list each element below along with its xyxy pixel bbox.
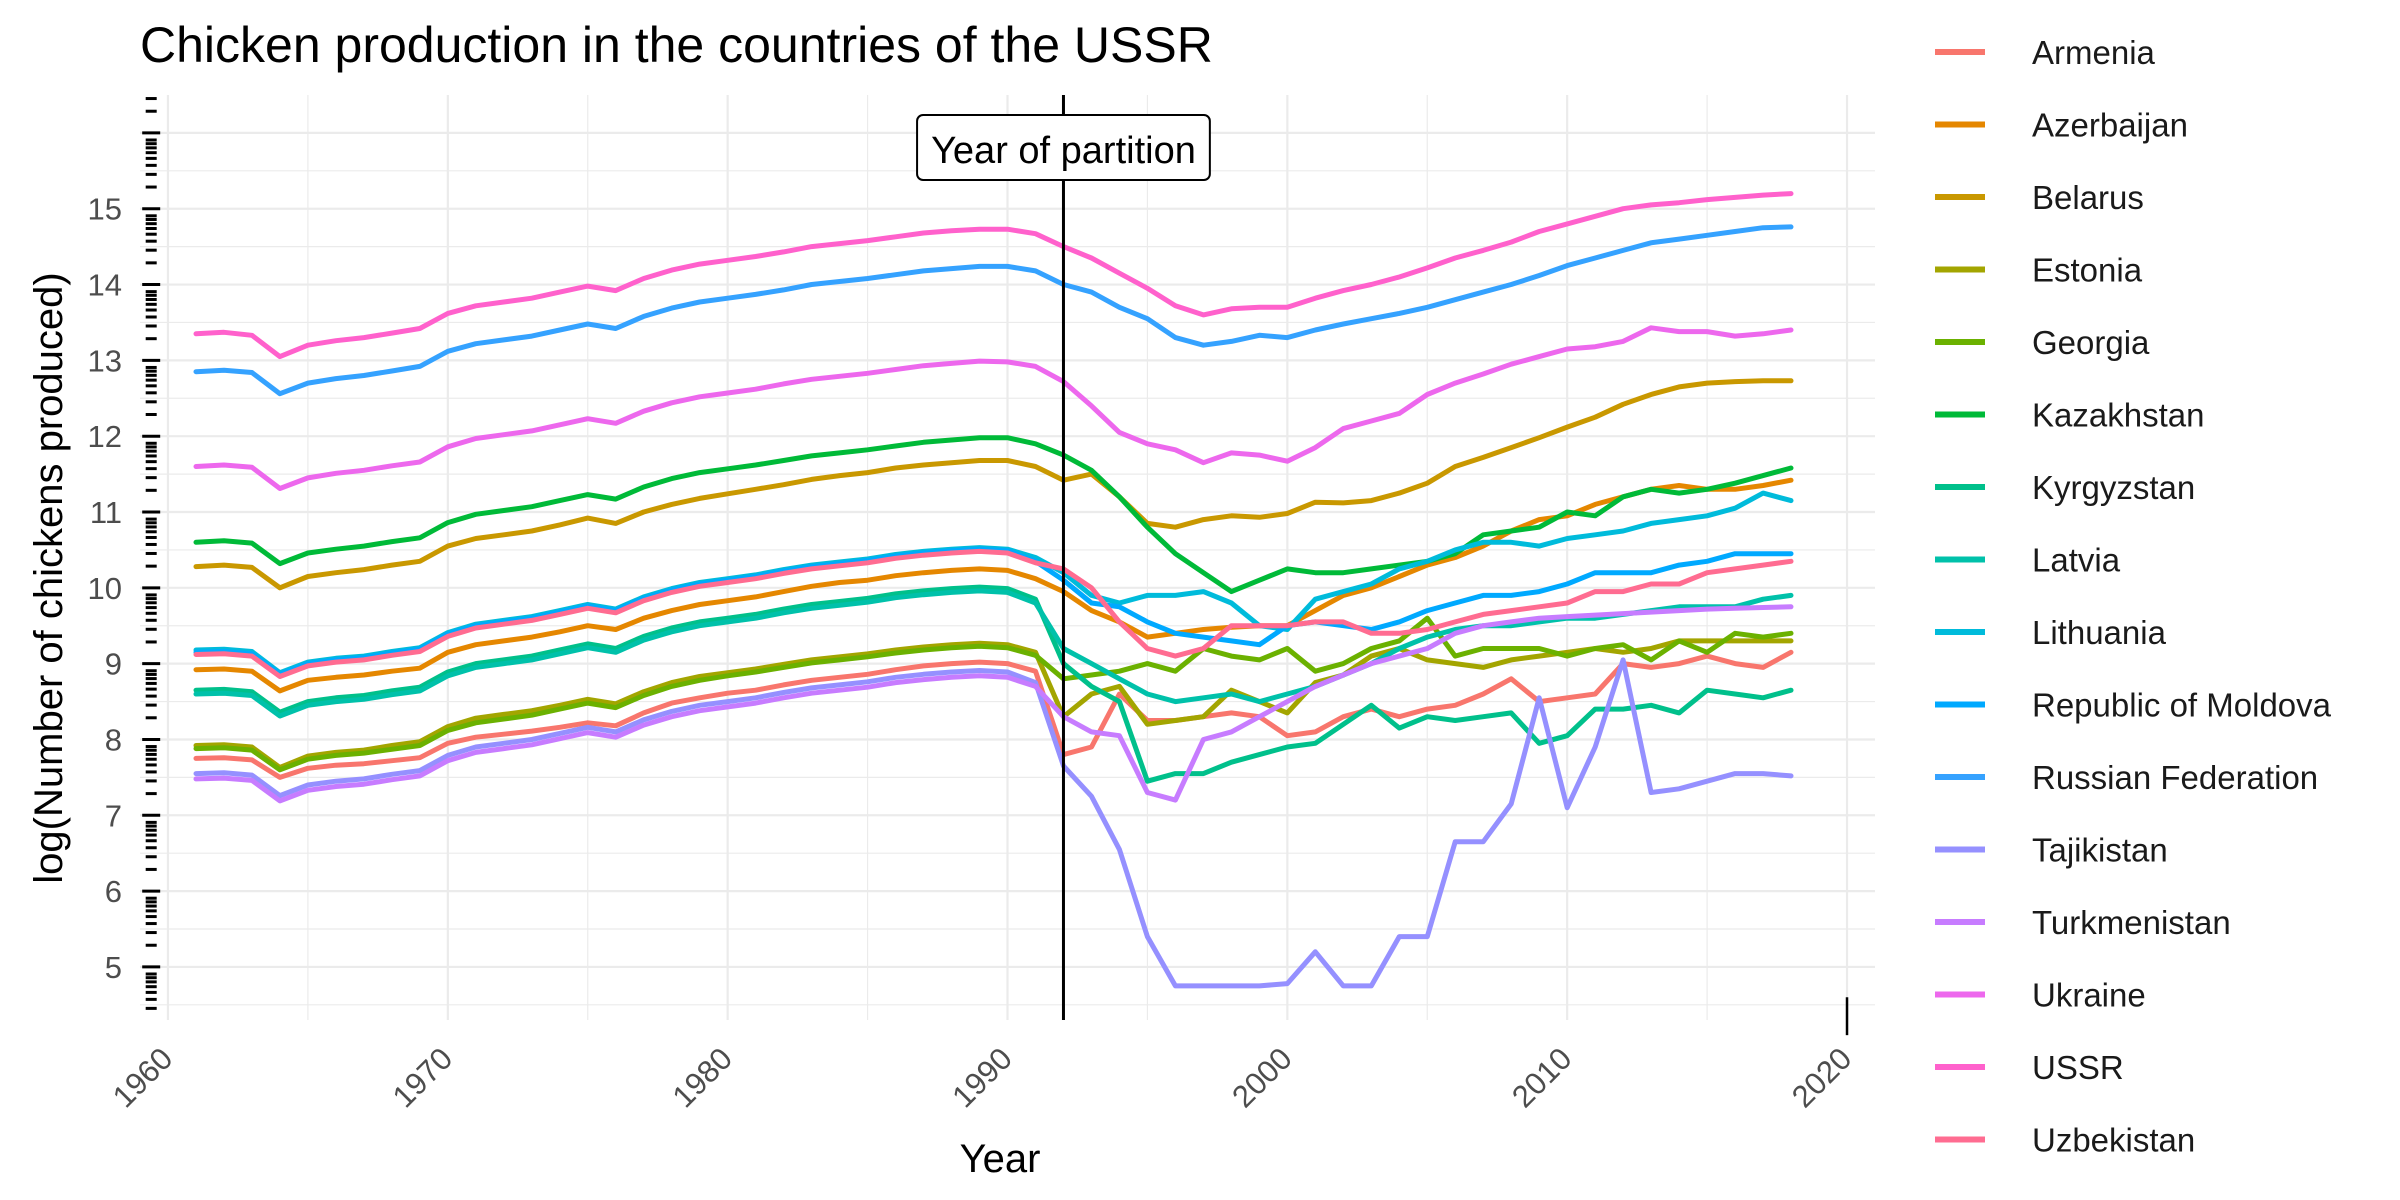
partition-label: Year of partition [931, 130, 1196, 172]
legend-label: Estonia [2032, 252, 2143, 289]
legend-item: Belarus [1935, 179, 2144, 216]
series-lines [193, 191, 1794, 989]
x-tick-label: 1970 [386, 1041, 460, 1115]
y-axis-rug [142, 97, 1849, 1036]
x-tick-label: 1990 [945, 1041, 1019, 1115]
chart-title: Chicken production in the countries of t… [140, 17, 1213, 73]
partition-annotation: Year of partition [916, 95, 1211, 1020]
axis-ticks: 1960 1970 1980 1990 2000 2010 2020 5 6 7 8 9 10 11 12 1… [88, 192, 1859, 1115]
legend-item: Tajikistan [1935, 832, 2168, 869]
legend-label: Azerbaijan [2032, 107, 2188, 144]
legend-label: Turkmenistan [2032, 904, 2231, 941]
y-tick-label: 9 [105, 647, 122, 682]
grid [140, 95, 1875, 1020]
legend-item: Turkmenistan [1935, 904, 2231, 941]
series-line [193, 638, 1794, 770]
series-line [193, 657, 1794, 989]
series-line [193, 649, 1794, 780]
legend-label: Republic of Moldova [2032, 687, 2332, 724]
y-tick-label: 15 [88, 192, 122, 227]
legend-item: USSR [1935, 1049, 2124, 1086]
series-line [193, 378, 1794, 591]
legend-item: Ukraine [1935, 977, 2146, 1014]
x-tick-label: 1960 [106, 1041, 180, 1115]
x-tick-label: 1980 [666, 1041, 740, 1115]
y-tick-label: 14 [88, 268, 122, 303]
y-tick-label: 5 [105, 950, 122, 985]
legend-item: Kyrgyzstan [1935, 469, 2195, 506]
legend-label: Ukraine [2032, 977, 2146, 1014]
legend-item: Estonia [1935, 252, 2143, 289]
y-tick-label: 8 [105, 722, 122, 757]
series-line [193, 191, 1794, 360]
x-axis-title: Year [960, 1137, 1041, 1181]
legend-label: Armenia [2032, 34, 2156, 71]
partition-label-box [916, 114, 1211, 181]
legend-label: USSR [2032, 1049, 2124, 1086]
legend-label: Tajikistan [2032, 832, 2168, 869]
series-line [193, 224, 1794, 397]
y-tick-label: 6 [105, 874, 122, 909]
series-line [193, 615, 1794, 773]
legend: Armenia Azerbaijan Belarus Estonia Georgia Ka… [1935, 34, 2332, 1159]
series-line [193, 548, 1794, 679]
legend-item: Armenia [1935, 34, 2156, 71]
legend-item: Georgia [1935, 324, 2150, 361]
x-tick-label: 2010 [1505, 1041, 1579, 1115]
x-tick-label: 2000 [1225, 1041, 1299, 1115]
x-tick-label: 2020 [1785, 1041, 1859, 1115]
legend-label: Kazakhstan [2032, 397, 2204, 434]
y-tick-label: 10 [88, 571, 122, 606]
series-line [193, 604, 1794, 804]
series-line [193, 325, 1794, 491]
series-line [193, 584, 1794, 784]
legend-label: Latvia [2032, 542, 2121, 579]
y-tick-label: 11 [90, 495, 122, 530]
legend-item: Russian Federation [1935, 759, 2318, 796]
y-tick-label: 12 [88, 419, 122, 454]
legend-item: Latvia [1935, 542, 2121, 579]
legend-item: Uzbekistan [1935, 1122, 2195, 1159]
legend-item: Lithuania [1935, 614, 2167, 651]
legend-item: Republic of Moldova [1935, 687, 2332, 724]
legend-label: Kyrgyzstan [2032, 469, 2195, 506]
legend-item: Azerbaijan [1935, 107, 2188, 144]
series-line [193, 435, 1794, 595]
y-tick-label: 7 [105, 798, 122, 833]
y-tick-label: 13 [88, 343, 122, 378]
legend-label: Georgia [2032, 324, 2150, 361]
legend-label: Uzbekistan [2032, 1122, 2195, 1159]
series-line [193, 477, 1794, 694]
legend-item: Kazakhstan [1935, 397, 2204, 434]
legend-label: Lithuania [2032, 614, 2167, 651]
legend-label: Russian Federation [2032, 759, 2318, 796]
series-line [193, 588, 1794, 719]
legend-label: Belarus [2032, 179, 2144, 216]
y-axis-title: log(Number of chickens produced) [27, 272, 71, 883]
